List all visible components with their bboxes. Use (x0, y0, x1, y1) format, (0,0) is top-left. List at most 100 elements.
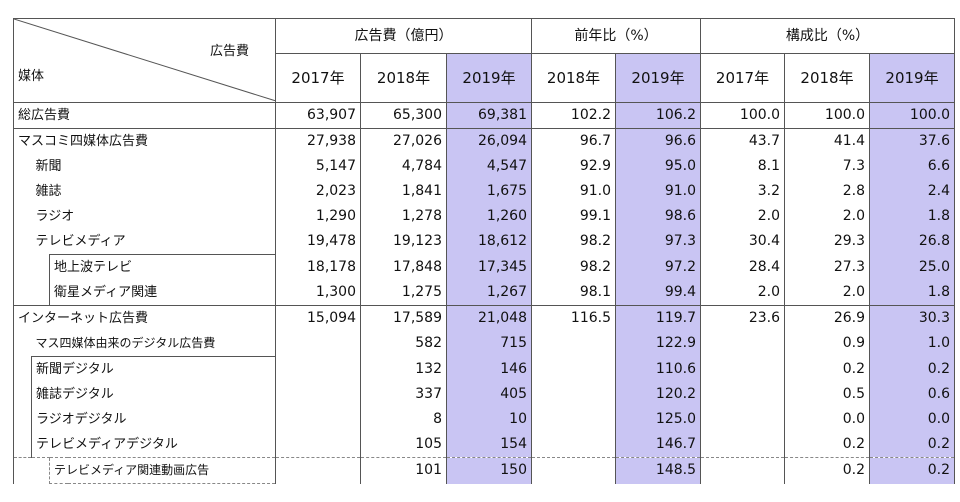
indent-spacer (13, 229, 32, 255)
table-row: テレビメディア関連動画広告 101 150 148.5 0.2 0.2 (13, 457, 955, 484)
value-cell (531, 356, 616, 382)
value-cell (531, 407, 616, 432)
value-cell: 92.9 (531, 154, 616, 179)
value-cell: 0.0 (869, 407, 955, 432)
value-cell: 4,784 (360, 154, 447, 179)
year-header: 2019年 (869, 53, 955, 103)
row-label: 新聞デジタル (31, 356, 276, 382)
year-header: 2019年 (615, 53, 701, 103)
value-cell: 10 (446, 407, 532, 432)
corner-diagonal (14, 19, 275, 101)
indent-spacer (13, 457, 32, 484)
value-cell: 25.0 (869, 254, 955, 280)
value-cell: 15,094 (275, 305, 361, 331)
value-cell: 19,478 (275, 229, 361, 255)
value-cell: 2.0 (784, 204, 870, 229)
value-cell: 148.5 (615, 457, 701, 484)
year-header: 2018年 (784, 53, 870, 103)
ad-expenditure-table: 広告費 媒体 広告費（億円） 前年比（%） 構成比（%） 2017年 2018年… (13, 18, 955, 484)
year-header: 2017年 (275, 53, 361, 103)
value-cell: 30.3 (869, 305, 955, 331)
value-cell: 0.2 (784, 356, 870, 382)
value-cell: 96.7 (531, 128, 616, 154)
value-cell: 101 (360, 457, 447, 484)
value-cell: 29.3 (784, 229, 870, 255)
row-label: インターネット広告費 (13, 305, 276, 331)
group-header-adspend: 広告費（億円） (275, 18, 532, 54)
value-cell: 110.6 (615, 356, 701, 382)
value-cell: 96.6 (615, 128, 701, 154)
row-label: 総広告費 (13, 102, 276, 129)
indent-spacer (13, 407, 32, 432)
row-label: 新聞 (35, 159, 62, 174)
value-cell: 125.0 (615, 407, 701, 432)
value-cell: 91.0 (615, 179, 701, 204)
value-cell: 102.2 (531, 102, 616, 129)
value-cell: 0.5 (784, 382, 870, 407)
value-cell: 4,547 (446, 154, 532, 179)
value-cell: 0.2 (784, 432, 870, 458)
value-cell: 17,345 (446, 254, 532, 280)
indent-spacer (31, 457, 50, 484)
value-cell: 0.2 (784, 457, 870, 484)
value-cell: 100.0 (700, 102, 785, 129)
value-cell: 1,841 (360, 179, 447, 204)
table-row: 地上波テレビ 18,178 17,848 17,345 98.2 97.2 28.4 27.3… (13, 254, 955, 280)
row-label: テレビメディア (35, 234, 126, 249)
indent-spacer (31, 280, 50, 306)
row-label: 雑誌 (35, 184, 62, 199)
value-cell: 146 (446, 356, 532, 382)
value-cell: 5,147 (275, 154, 361, 179)
indent-spacer (13, 280, 32, 306)
value-cell: 99.1 (531, 204, 616, 229)
value-cell: 7.3 (784, 154, 870, 179)
table-row: インターネット広告費 15,094 17,589 21,048 116.5 119.7 23… (13, 305, 955, 331)
value-cell: 1,278 (360, 204, 447, 229)
table-row: ラジオデジタル 8 10 125.0 0.0 0.0 (13, 407, 955, 432)
table-row: 雑誌 2,023 1,841 1,675 91.0 91.0 3.2 2.8 2.4 (13, 179, 955, 204)
row-label: ラジオ (35, 209, 75, 224)
value-cell (531, 382, 616, 407)
value-cell: 27.3 (784, 254, 870, 280)
value-cell (700, 457, 785, 484)
value-cell: 17,848 (360, 254, 447, 280)
value-cell: 98.6 (615, 204, 701, 229)
value-cell: 98.1 (531, 280, 616, 306)
corner-bottom-label: 媒体 (18, 69, 45, 84)
value-cell: 582 (360, 331, 447, 357)
value-cell: 27,026 (360, 128, 447, 154)
value-cell: 17,589 (360, 305, 447, 331)
corner-top-label: 広告費 (209, 44, 249, 59)
value-cell: 65,300 (360, 102, 447, 129)
row-label: 地上波テレビ (49, 254, 276, 280)
year-header: 2018年 (360, 53, 447, 103)
value-cell: 0.2 (869, 432, 955, 458)
value-cell: 28.4 (700, 254, 785, 280)
value-cell: 26,094 (446, 128, 532, 154)
value-cell: 405 (446, 382, 532, 407)
table-row: テレビメディアデジタル 105 154 146.7 0.2 0.2 (13, 432, 955, 458)
value-cell: 2.0 (700, 204, 785, 229)
value-cell: 2.0 (700, 280, 785, 306)
year-header: 2019年 (446, 53, 532, 103)
row-label: 衛星メディア関連 (54, 285, 158, 300)
value-cell: 0.9 (784, 331, 870, 357)
value-cell: 1,260 (446, 204, 532, 229)
value-cell: 1.0 (869, 331, 955, 357)
value-cell: 116.5 (531, 305, 616, 331)
value-cell: 27,938 (275, 128, 361, 154)
value-cell: 1,300 (275, 280, 361, 306)
group-header-yoy: 前年比（%） (531, 18, 701, 54)
value-cell: 0.2 (869, 356, 955, 382)
row-label: マスコミ四媒体広告費 (13, 128, 276, 154)
value-cell: 37.6 (869, 128, 955, 154)
row-label: テレビメディアデジタル (31, 432, 276, 458)
row-label: マス四媒体由来のデジタル広告費 (35, 336, 216, 350)
table-row: マス四媒体由来のデジタル広告費 582 715 122.9 0.9 1.0 (13, 331, 955, 357)
value-cell: 150 (446, 457, 532, 484)
value-cell: 18,178 (275, 254, 361, 280)
value-cell (275, 356, 361, 382)
value-cell: 91.0 (531, 179, 616, 204)
table-row: ラジオ 1,290 1,278 1,260 99.1 98.6 2.0 2.0 1.8 (13, 204, 955, 229)
value-cell: 8 (360, 407, 447, 432)
